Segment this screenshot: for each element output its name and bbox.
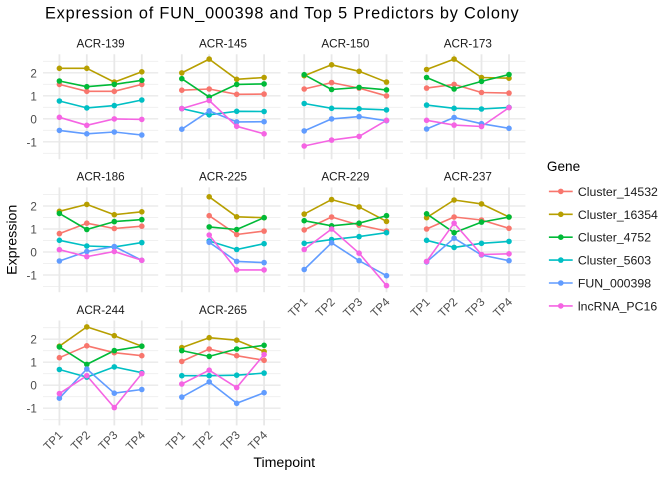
svg-text:Gene: Gene	[547, 159, 580, 174]
svg-text:ACR-145: ACR-145	[199, 38, 248, 51]
svg-text:-1: -1	[26, 270, 36, 283]
svg-text:Cluster_4752: Cluster_4752	[578, 231, 651, 245]
svg-text:ACR-150: ACR-150	[321, 38, 370, 51]
svg-text:ACR-186: ACR-186	[77, 171, 125, 184]
svg-text:ACR-237: ACR-237	[444, 171, 492, 184]
svg-text:ACR-173: ACR-173	[444, 38, 492, 51]
svg-text:0: 0	[30, 247, 37, 260]
svg-text:0: 0	[30, 113, 37, 126]
svg-text:ACR-229: ACR-229	[321, 171, 369, 184]
svg-text:FUN_000398: FUN_000398	[578, 277, 651, 291]
svg-text:ACR-244: ACR-244	[77, 304, 126, 317]
svg-text:1: 1	[30, 224, 37, 237]
svg-text:lncRNA_PC16: lncRNA_PC16	[578, 299, 657, 313]
svg-text:1: 1	[30, 357, 37, 370]
svg-text:Expression: Expression	[5, 205, 21, 275]
svg-text:Cluster_5603: Cluster_5603	[578, 254, 651, 268]
svg-text:2: 2	[30, 334, 37, 347]
svg-text:-1: -1	[26, 136, 36, 149]
svg-text:0: 0	[30, 380, 37, 393]
svg-text:Timepoint: Timepoint	[253, 455, 315, 471]
svg-text:ACR-265: ACR-265	[199, 304, 248, 317]
svg-text:1: 1	[30, 90, 37, 103]
svg-text:2: 2	[30, 67, 37, 80]
svg-text:ACR-225: ACR-225	[199, 171, 248, 184]
svg-text:Cluster_14532: Cluster_14532	[578, 185, 658, 199]
svg-text:2: 2	[30, 201, 37, 214]
svg-text:Cluster_16354: Cluster_16354	[578, 208, 658, 222]
svg-text:ACR-139: ACR-139	[77, 38, 125, 51]
svg-text:Expression of FUN_000398 and T: Expression of FUN_000398 and Top 5 Predi…	[45, 4, 520, 22]
svg-text:-1: -1	[26, 403, 36, 416]
